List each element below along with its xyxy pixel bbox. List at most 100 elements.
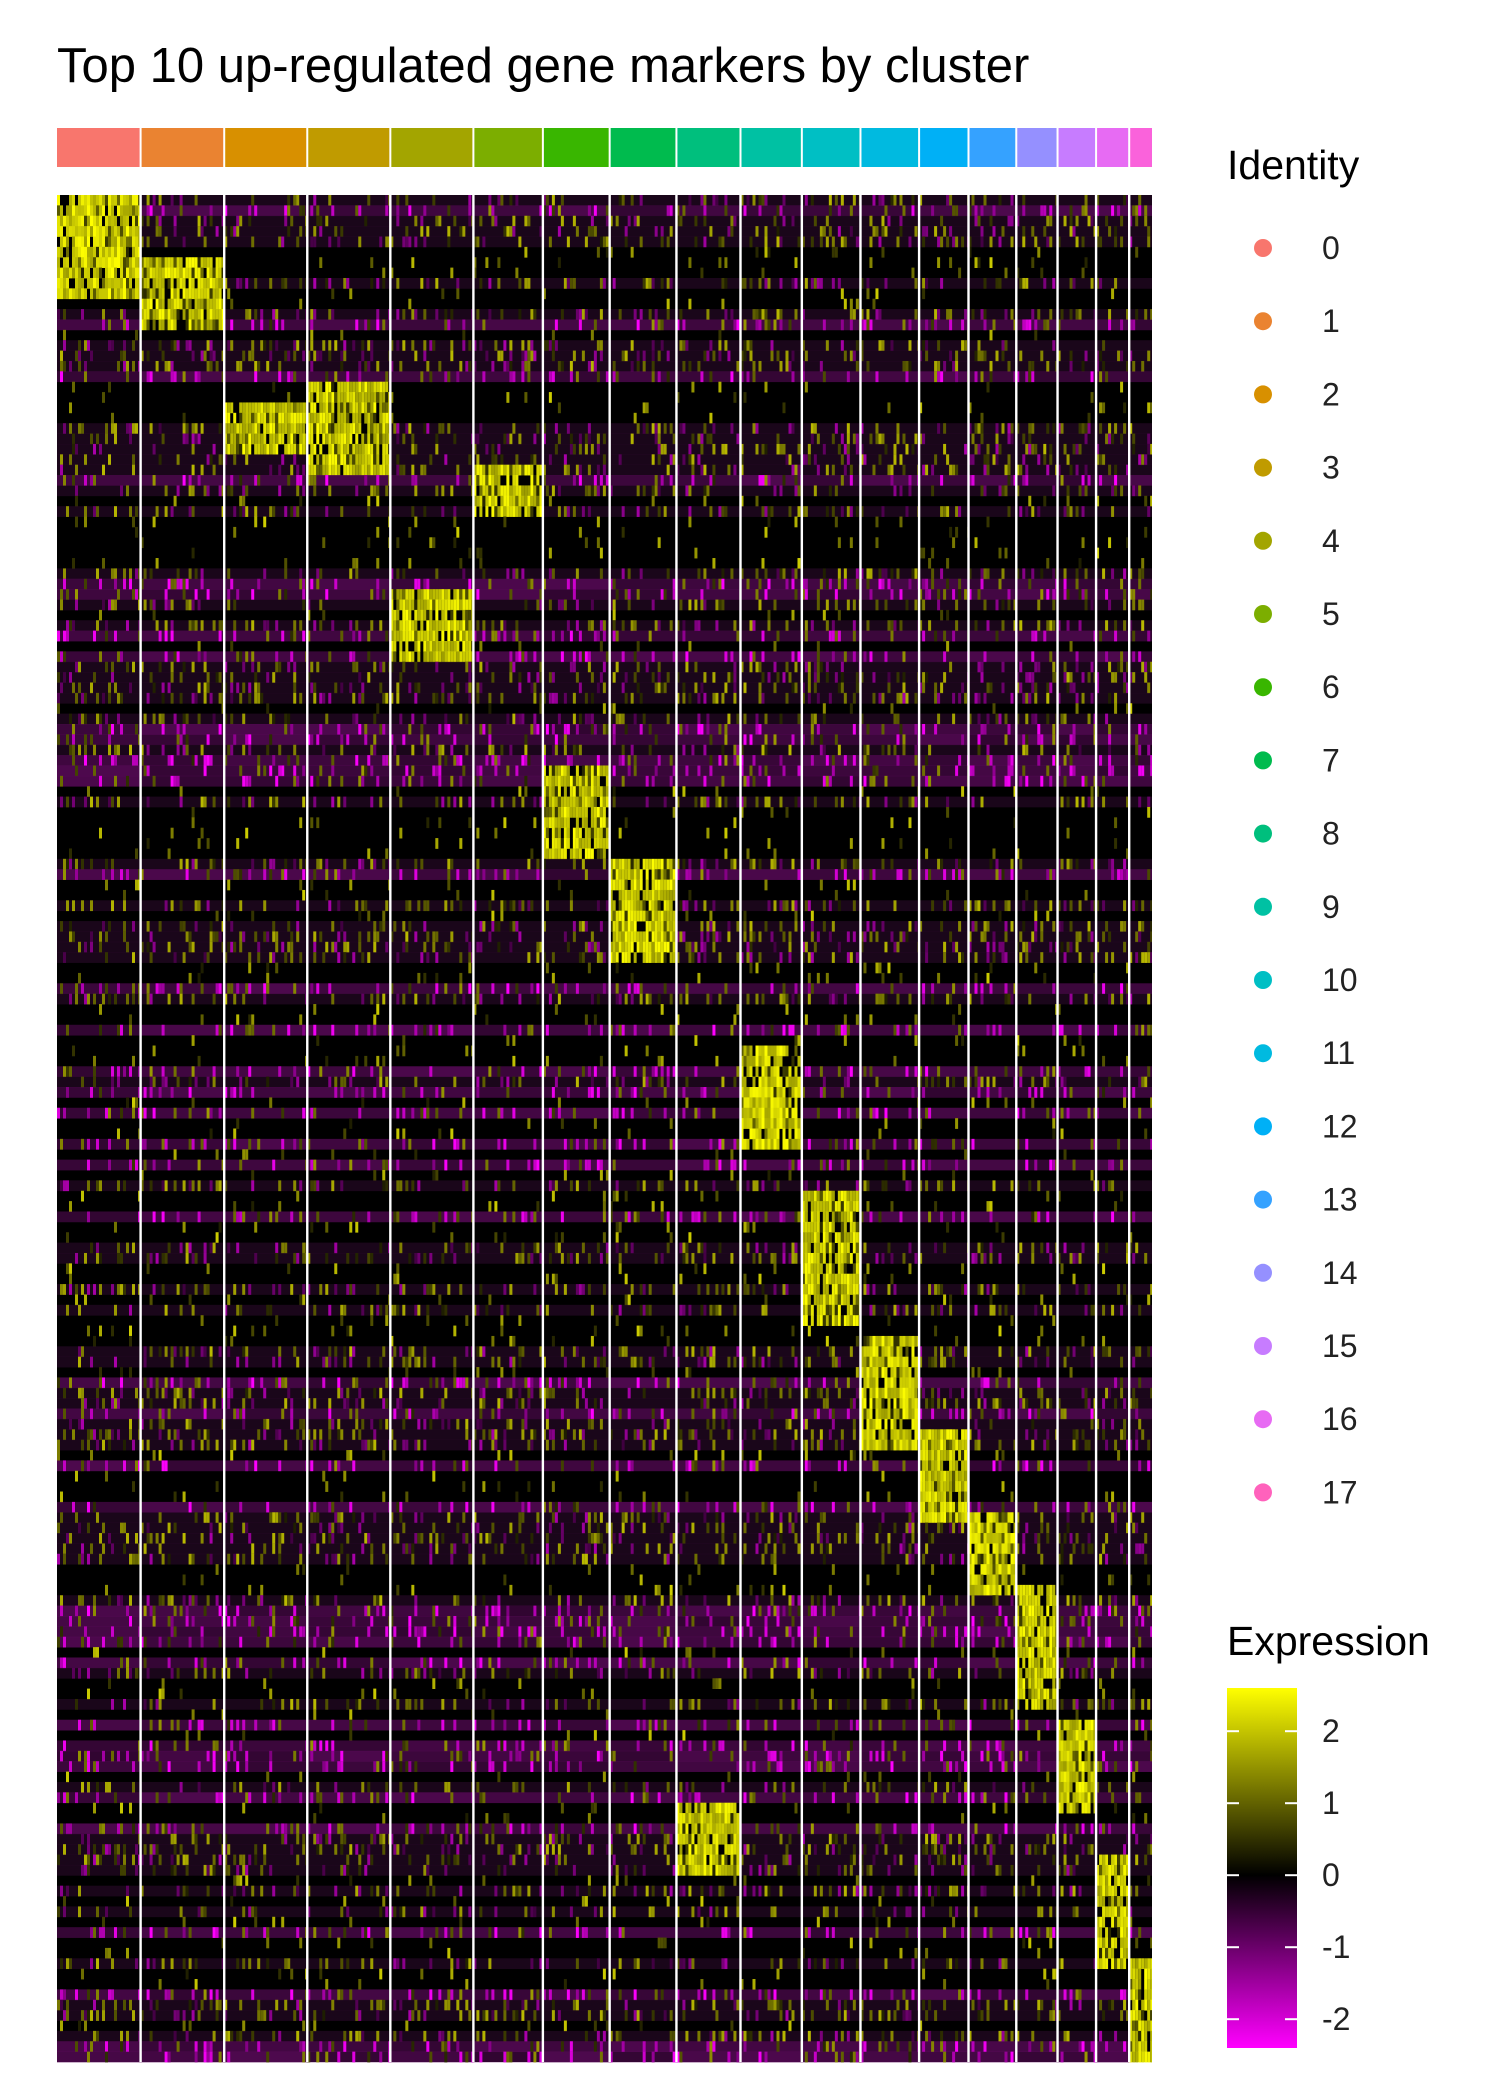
heatmap-cell bbox=[402, 1284, 406, 1295]
heatmap-cell bbox=[123, 1854, 126, 1866]
heatmap-cell bbox=[393, 1439, 397, 1451]
cluster-bar-17 bbox=[1129, 128, 1152, 167]
heatmap-cell bbox=[78, 1553, 81, 1565]
heatmap-cell bbox=[396, 1107, 400, 1119]
heatmap-cell bbox=[355, 443, 359, 455]
heatmap-cell bbox=[170, 599, 174, 611]
heatmap-cell bbox=[69, 226, 72, 237]
heatmap-row-band bbox=[140, 1657, 225, 1669]
heatmap-cell bbox=[310, 1460, 314, 1472]
heatmap-cell bbox=[117, 1076, 120, 1088]
heatmap-cell bbox=[230, 443, 234, 455]
heatmap-cell bbox=[385, 236, 389, 248]
heatmap-cell bbox=[179, 267, 183, 279]
heatmap-cell bbox=[84, 692, 87, 704]
heatmap-row-band bbox=[390, 1398, 474, 1409]
heatmap-cell bbox=[361, 692, 365, 704]
heatmap-cell bbox=[382, 1087, 386, 1098]
heatmap-row-band bbox=[140, 1740, 225, 1752]
heatmap-cell bbox=[167, 1429, 171, 1441]
heatmap-cell bbox=[462, 1097, 466, 1109]
heatmap-cell bbox=[373, 921, 377, 932]
heatmap-row-band bbox=[140, 589, 225, 600]
heatmap-cell bbox=[399, 1906, 403, 1918]
heatmap-cell bbox=[206, 454, 210, 466]
heatmap-cell bbox=[278, 1968, 282, 1980]
heatmap-cell bbox=[236, 1875, 240, 1887]
heatmap-cell bbox=[200, 1439, 204, 1451]
heatmap-cell bbox=[414, 641, 418, 652]
heatmap-row-band bbox=[57, 651, 141, 663]
heatmap-cell bbox=[84, 1294, 87, 1306]
heatmap-cell bbox=[293, 1180, 297, 1192]
heatmap-row-band bbox=[224, 599, 308, 611]
heatmap-cell bbox=[155, 1698, 159, 1710]
heatmap-cell bbox=[251, 423, 255, 434]
heatmap-row-band bbox=[57, 1107, 141, 1119]
heatmap-row-band bbox=[307, 1823, 391, 1835]
heatmap-cell bbox=[182, 1595, 186, 1607]
heatmap-cell bbox=[382, 433, 386, 445]
heatmap-cell bbox=[462, 329, 466, 341]
heatmap-cell bbox=[203, 236, 207, 248]
heatmap-cell bbox=[405, 1823, 409, 1835]
heatmap-row-band bbox=[307, 1087, 391, 1098]
heatmap-cell bbox=[236, 1958, 240, 1970]
heatmap-cell bbox=[453, 1906, 457, 1918]
heatmap-cell bbox=[438, 620, 442, 632]
heatmap-cell bbox=[78, 1615, 81, 1627]
heatmap-cell bbox=[390, 983, 394, 995]
heatmap-cell bbox=[254, 516, 258, 528]
heatmap-cell bbox=[81, 267, 84, 279]
heatmap-cell bbox=[140, 1180, 144, 1192]
heatmap-cell bbox=[405, 900, 409, 912]
heatmap-cell bbox=[140, 309, 144, 320]
heatmap-cell bbox=[337, 1657, 341, 1669]
heatmap-cell bbox=[152, 599, 156, 611]
heatmap-cell bbox=[81, 277, 84, 289]
heatmap-cell bbox=[149, 672, 153, 683]
heatmap-cell bbox=[203, 1667, 207, 1679]
heatmap-cell bbox=[370, 765, 374, 777]
heatmap-cell bbox=[114, 1221, 117, 1233]
heatmap-cell bbox=[194, 2051, 198, 2063]
heatmap-cell bbox=[111, 236, 114, 248]
heatmap-cell bbox=[206, 340, 210, 351]
heatmap-row-band bbox=[140, 1833, 225, 1845]
heatmap-cell bbox=[322, 2010, 326, 2021]
heatmap-cell bbox=[185, 1356, 189, 1368]
heatmap-cell bbox=[299, 858, 303, 870]
heatmap-cell bbox=[206, 869, 210, 880]
heatmap-cell bbox=[203, 2051, 207, 2063]
heatmap-cell bbox=[227, 1138, 231, 1150]
heatmap-cell bbox=[203, 319, 207, 331]
heatmap-cell bbox=[203, 1284, 207, 1295]
heatmap-cell bbox=[90, 246, 93, 258]
heatmap-row-band bbox=[390, 744, 474, 756]
heatmap-cell bbox=[438, 1211, 442, 1223]
heatmap-row-band bbox=[224, 1605, 308, 1617]
heatmap-cell bbox=[146, 371, 150, 383]
heatmap-cell bbox=[69, 672, 72, 683]
heatmap-row-band bbox=[224, 651, 308, 663]
heatmap-cell bbox=[370, 257, 374, 268]
heatmap-cell bbox=[221, 371, 225, 383]
heatmap-cell bbox=[173, 952, 177, 963]
heatmap-cell bbox=[212, 931, 216, 943]
heatmap-cell bbox=[411, 309, 415, 320]
cluster-bar-8 bbox=[676, 128, 741, 167]
heatmap-cell bbox=[450, 1761, 454, 1772]
heatmap-cell bbox=[129, 1615, 132, 1627]
heatmap-cell bbox=[75, 267, 78, 279]
heatmap-cell bbox=[376, 381, 380, 393]
heatmap-cell bbox=[281, 319, 285, 331]
heatmap-cell bbox=[242, 506, 246, 517]
heatmap-row-band bbox=[57, 1522, 141, 1534]
heatmap-cell bbox=[129, 288, 132, 300]
heatmap-cell bbox=[242, 931, 246, 943]
heatmap-cell bbox=[423, 1356, 427, 1368]
heatmap-cell bbox=[423, 1906, 427, 1918]
heatmap-cell bbox=[140, 869, 144, 880]
heatmap-cell bbox=[405, 1377, 409, 1389]
heatmap-cell bbox=[84, 506, 87, 517]
